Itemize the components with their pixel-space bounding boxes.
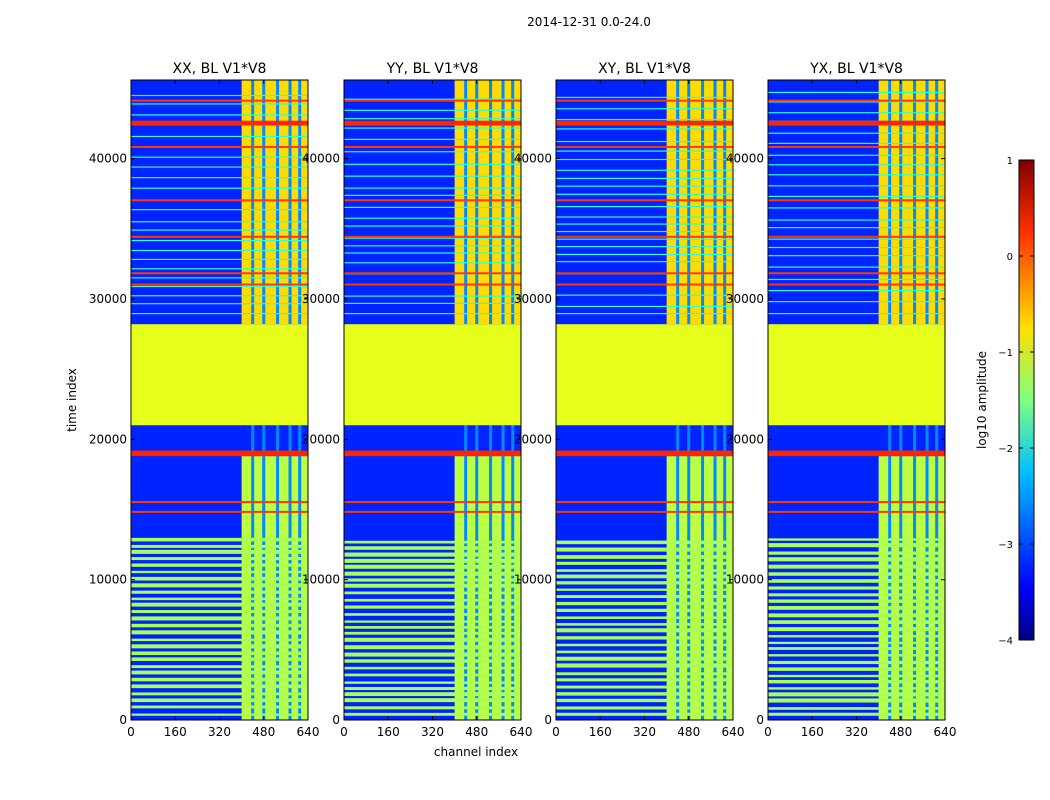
- heatmap-image: [344, 80, 521, 720]
- x-tick-label: 640: [297, 725, 320, 739]
- panel-title: XX, BL V1*V8: [173, 61, 267, 77]
- x-tick-label: 160: [801, 725, 824, 739]
- y-tick-label: 10000: [514, 573, 552, 587]
- y-tick-label: 20000: [302, 432, 340, 446]
- y-tick-label: 40000: [89, 152, 127, 166]
- x-tick-label: 320: [208, 725, 231, 739]
- flagged-block: [556, 324, 733, 426]
- colorbar-tick-label: 1: [1007, 156, 1013, 167]
- colorbar-tick-label: −2: [998, 444, 1013, 455]
- x-tick-label: 480: [465, 725, 488, 739]
- x-tick-label: 160: [164, 725, 187, 739]
- rfi-band: [768, 450, 945, 457]
- y-tick-label: 30000: [89, 292, 127, 306]
- x-tick-label: 160: [377, 725, 400, 739]
- x-tick-label: 0: [552, 725, 560, 739]
- x-tick-label: 480: [889, 725, 912, 739]
- x-tick-label: 0: [127, 725, 135, 739]
- panel-title: YX, BL V1*V8: [809, 61, 903, 77]
- panels-group: XX, BL V1*V8 0 160 320 480 640 0 10000 20000 3000…: [89, 61, 957, 739]
- colorbar-label: log10 amplitude: [975, 351, 989, 449]
- x-tick-label: 320: [845, 725, 868, 739]
- x-tick-label: 640: [934, 725, 957, 739]
- heatmap-image: [768, 80, 945, 720]
- y-tick-label: 0: [332, 713, 340, 727]
- figure-suptitle: 2014-12-31 0.0-24.0: [527, 15, 651, 29]
- y-tick-label: 40000: [302, 152, 340, 166]
- panel-xx: XX, BL V1*V8 0 160 320 480 640 0 10000 20000 3000…: [89, 61, 320, 739]
- rfi-band: [131, 450, 308, 457]
- x-tick-label: 160: [589, 725, 612, 739]
- y-axis-label: time index: [65, 368, 79, 432]
- y-tick-label: 0: [544, 713, 552, 727]
- colorbar: 1 0 −1 −2 −3 −4 log10 amplitude: [975, 156, 1035, 647]
- y-tick-label: 40000: [514, 152, 552, 166]
- y-tick-label: 10000: [302, 573, 340, 587]
- y-tick-label: 0: [756, 713, 764, 727]
- flagged-block: [344, 324, 521, 426]
- y-tick-label: 10000: [89, 573, 127, 587]
- y-tick-label: 20000: [726, 432, 764, 446]
- colorbar-tick-label: 0: [1007, 252, 1013, 263]
- rfi-band: [344, 450, 521, 457]
- flagged-block: [131, 324, 308, 426]
- x-tick-label: 320: [421, 725, 444, 739]
- x-tick-label: 480: [252, 725, 275, 739]
- y-tick-label: 30000: [726, 292, 764, 306]
- y-tick-label: 10000: [726, 573, 764, 587]
- y-tick-label: 0: [119, 713, 127, 727]
- x-axis-label: channel index: [434, 745, 518, 759]
- colorbar-tick-label: −4: [998, 636, 1013, 647]
- heatmap-image: [556, 80, 733, 720]
- flagged-block: [768, 324, 945, 426]
- y-tick-label: 40000: [726, 152, 764, 166]
- colorbar-gradient: [1018, 159, 1035, 641]
- x-tick-label: 320: [633, 725, 656, 739]
- x-tick-label: 640: [722, 725, 745, 739]
- y-tick-label: 30000: [302, 292, 340, 306]
- colorbar-tick-label: −3: [998, 540, 1013, 551]
- rfi-band: [556, 450, 733, 457]
- y-tick-label: 20000: [89, 432, 127, 446]
- heatmap-image: [131, 80, 308, 720]
- panel-yx: YX, BL V1*V8 0 160 320 480 640 0 10000 20000 3000…: [726, 61, 957, 739]
- y-tick-label: 30000: [514, 292, 552, 306]
- panel-xy: XY, BL V1*V8 0 160 320 480 640 0 10000 20000 3000…: [514, 61, 745, 739]
- x-tick-label: 0: [764, 725, 772, 739]
- panel-yy: YY, BL V1*V8 0 160 320 480 640 0 10000 20000 3000…: [302, 61, 533, 739]
- panel-title: YY, BL V1*V8: [386, 61, 479, 77]
- y-tick-label: 20000: [514, 432, 552, 446]
- colorbar-ticks: 1 0 −1 −2 −3 −4: [998, 156, 1034, 647]
- x-tick-label: 0: [340, 725, 348, 739]
- x-tick-label: 640: [510, 725, 533, 739]
- panel-title: XY, BL V1*V8: [598, 61, 691, 77]
- x-tick-label: 480: [677, 725, 700, 739]
- colorbar-tick-label: −1: [998, 348, 1013, 359]
